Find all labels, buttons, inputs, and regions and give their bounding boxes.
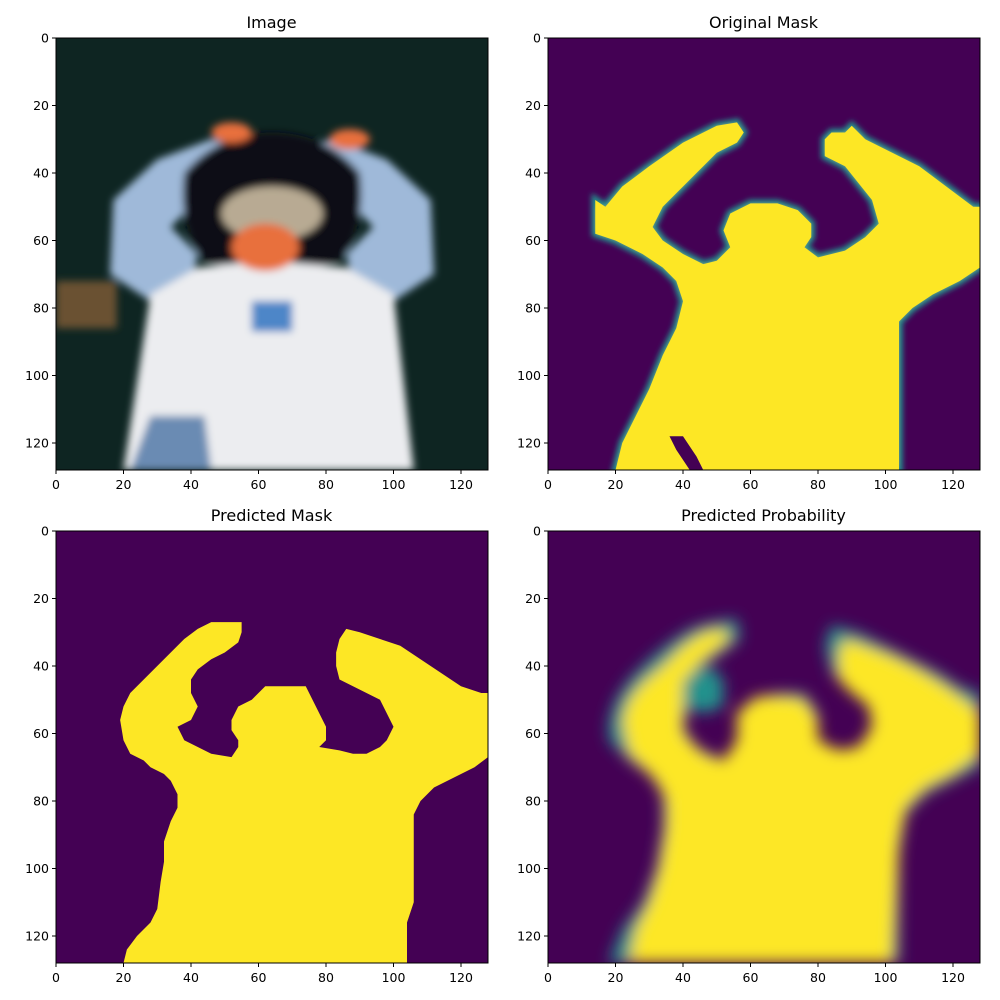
x-tick-label: 20 bbox=[116, 477, 132, 492]
y-tick-label: 40 bbox=[33, 166, 49, 181]
y-tick-label: 100 bbox=[517, 368, 541, 383]
frame-original-mask bbox=[548, 38, 980, 470]
probability-core bbox=[622, 628, 980, 963]
photo-cap bbox=[221, 186, 323, 241]
x-tick-label: 120 bbox=[941, 477, 965, 492]
x-tick-label: 80 bbox=[810, 477, 826, 492]
x-tick-label: 120 bbox=[449, 970, 473, 985]
y-tick-label: 100 bbox=[25, 368, 49, 383]
x-tick-label: 40 bbox=[183, 970, 199, 985]
axes-image: 0 20 40 60 80 100 120 0 20 40 60 80 100 120 bbox=[25, 31, 473, 493]
x-tick-label: 100 bbox=[874, 477, 898, 492]
y-tick-label: 60 bbox=[525, 726, 541, 741]
x-tick-label: 0 bbox=[52, 970, 60, 985]
y-tick-label: 120 bbox=[25, 436, 49, 451]
x-tick-label: 80 bbox=[318, 477, 334, 492]
y-tick-label: 20 bbox=[525, 591, 541, 606]
x-tick-label: 100 bbox=[382, 970, 406, 985]
frame-image bbox=[56, 38, 488, 470]
x-tick-label: 40 bbox=[675, 477, 691, 492]
y-tick-label: 60 bbox=[33, 726, 49, 741]
y-tick-label: 80 bbox=[525, 301, 541, 316]
axes-predicted-probability: 0 20 40 60 80 100 120 0 20 40 60 80 100 120 bbox=[517, 524, 965, 986]
photo-jeans bbox=[130, 416, 212, 470]
axes-predicted-mask: 0 20 40 60 80 100 120 0 20 40 60 80 100 120 bbox=[25, 524, 473, 986]
predicted-probability-image bbox=[548, 531, 980, 963]
mask-silhouette bbox=[595, 122, 980, 470]
x-tick-label: 80 bbox=[810, 970, 826, 985]
panel-title-image: Image bbox=[246, 13, 296, 32]
y-tick-label: 0 bbox=[533, 31, 541, 46]
frame-predicted-probability bbox=[548, 531, 980, 963]
x-tick-label: 0 bbox=[544, 477, 552, 492]
x-tick-label: 20 bbox=[116, 970, 132, 985]
x-tick-label: 100 bbox=[382, 477, 406, 492]
photo-shirt-print bbox=[251, 301, 293, 332]
probability-low-region bbox=[683, 666, 724, 714]
original-mask-image bbox=[548, 38, 980, 470]
x-tick-label: 40 bbox=[183, 477, 199, 492]
y-tick-label: 20 bbox=[33, 98, 49, 113]
y-tick-label: 120 bbox=[25, 929, 49, 944]
y-tick-label: 60 bbox=[33, 233, 49, 248]
panel-predicted-probability: Predicted Probability 0 20 40 60 80 100 120 0 20… bbox=[517, 506, 980, 985]
x-tick-label: 60 bbox=[743, 970, 759, 985]
photo-right-hand bbox=[329, 129, 370, 150]
y-tick-label: 120 bbox=[517, 929, 541, 944]
panel-image: Image 0 20 40 60 80 10 bbox=[25, 13, 488, 492]
panel-title-predicted-probability: Predicted Probability bbox=[681, 506, 846, 525]
y-tick-label: 100 bbox=[25, 861, 49, 876]
frame-predicted-mask bbox=[56, 531, 488, 963]
x-tick-label: 120 bbox=[449, 477, 473, 492]
y-tick-label: 80 bbox=[33, 301, 49, 316]
mask-silhouette bbox=[120, 622, 488, 963]
x-tick-label: 120 bbox=[941, 970, 965, 985]
predicted-mask-image bbox=[56, 531, 488, 963]
x-tick-label: 60 bbox=[251, 970, 267, 985]
y-tick-label: 20 bbox=[33, 591, 49, 606]
y-tick-label: 40 bbox=[33, 659, 49, 674]
x-tick-label: 0 bbox=[544, 970, 552, 985]
axes-original-mask: 0 20 40 60 80 100 120 0 20 40 60 80 100 120 bbox=[517, 31, 965, 493]
mask-leg-gap bbox=[669, 436, 704, 470]
x-tick-label: 60 bbox=[743, 477, 759, 492]
panel-original-mask: Original Mask 0 20 40 60 80 100 120 0 20 40 60 80 10… bbox=[517, 13, 980, 492]
y-tick-label: 80 bbox=[525, 794, 541, 809]
y-tick-label: 40 bbox=[525, 166, 541, 181]
y-tick-label: 80 bbox=[33, 794, 49, 809]
y-tick-label: 120 bbox=[517, 436, 541, 451]
y-tick-label: 0 bbox=[533, 524, 541, 539]
y-tick-label: 60 bbox=[525, 233, 541, 248]
y-tick-label: 0 bbox=[41, 31, 49, 46]
x-tick-label: 60 bbox=[251, 477, 267, 492]
y-tick-label: 100 bbox=[517, 861, 541, 876]
x-tick-label: 20 bbox=[608, 970, 624, 985]
photo-face bbox=[231, 223, 299, 271]
x-tick-label: 40 bbox=[675, 970, 691, 985]
panel-title-original-mask: Original Mask bbox=[709, 13, 819, 32]
panel-predicted-mask: Predicted Mask 0 20 40 60 80 100 120 0 20 40 60 80 1… bbox=[25, 506, 488, 985]
y-tick-label: 40 bbox=[525, 659, 541, 674]
y-tick-label: 20 bbox=[525, 98, 541, 113]
photo-image bbox=[56, 38, 488, 470]
x-tick-label: 80 bbox=[318, 970, 334, 985]
panel-title-predicted-mask: Predicted Mask bbox=[211, 506, 333, 525]
photo-left-hand bbox=[211, 122, 252, 143]
y-tick-label: 0 bbox=[41, 524, 49, 539]
x-tick-label: 0 bbox=[52, 477, 60, 492]
photo-back-light bbox=[56, 281, 117, 329]
x-tick-label: 100 bbox=[874, 970, 898, 985]
x-tick-label: 20 bbox=[608, 477, 624, 492]
